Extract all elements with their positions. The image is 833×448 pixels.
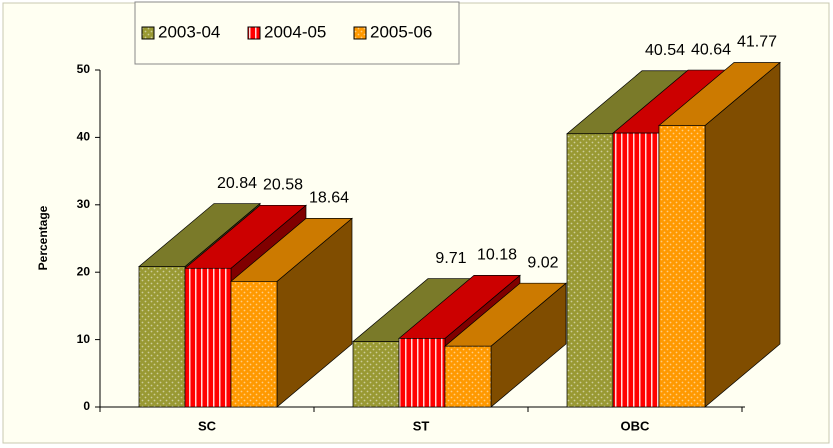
bar bbox=[398, 338, 446, 408]
bar bbox=[658, 125, 706, 408]
value-label: 10.18 bbox=[477, 247, 517, 264]
x-tick-label: SC bbox=[198, 418, 217, 433]
value-label: 18.64 bbox=[309, 190, 349, 207]
y-tick-label: 20 bbox=[77, 264, 91, 278]
bar bbox=[566, 133, 614, 408]
legend-swatch bbox=[141, 26, 155, 40]
y-tick-label: 30 bbox=[77, 197, 91, 211]
value-label: 40.54 bbox=[645, 42, 685, 59]
legend-swatch bbox=[247, 26, 261, 40]
y-tick-label: 50 bbox=[77, 62, 91, 76]
legend-label: 2004-05 bbox=[264, 22, 326, 41]
y-tick-label: 0 bbox=[83, 399, 90, 413]
value-label: 20.58 bbox=[263, 177, 303, 194]
y-tick-label: 40 bbox=[77, 130, 91, 144]
x-tick-label: OBC bbox=[621, 418, 651, 433]
legend-label: 2005-06 bbox=[370, 22, 432, 41]
legend-swatch bbox=[353, 26, 367, 40]
legend-label: 2003-04 bbox=[158, 22, 220, 41]
value-label: 9.71 bbox=[435, 250, 466, 267]
x-tick-label: ST bbox=[413, 418, 430, 433]
bar bbox=[184, 267, 232, 408]
bar bbox=[352, 341, 400, 408]
bar bbox=[612, 132, 660, 408]
y-tick-label: 10 bbox=[77, 332, 91, 346]
bar bbox=[444, 345, 492, 408]
value-label: 40.64 bbox=[691, 41, 731, 58]
value-label: 20.84 bbox=[217, 175, 257, 192]
value-label: 9.02 bbox=[527, 254, 558, 271]
legend-box bbox=[134, 1, 460, 65]
bar bbox=[230, 281, 278, 408]
value-label: 41.77 bbox=[737, 34, 777, 51]
y-axis-label: Percentage bbox=[36, 205, 50, 270]
bar bbox=[138, 266, 186, 408]
